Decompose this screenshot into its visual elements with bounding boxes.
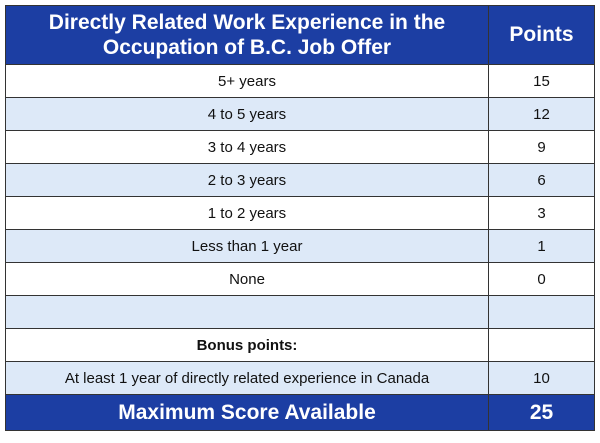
points-table-container: Directly Related Work Experience in the …: [5, 5, 595, 437]
table-row: Less than 1 year 1: [5, 229, 595, 263]
row-label: Less than 1 year: [5, 229, 489, 263]
row-points: 1: [488, 229, 595, 263]
table-row: 1 to 2 years 3: [5, 196, 595, 230]
header-points-cell: Points: [488, 5, 595, 65]
table-row-empty: [5, 295, 595, 329]
header-title-cell: Directly Related Work Experience in the …: [5, 5, 489, 65]
row-points: 15: [488, 64, 595, 98]
row-points: [488, 295, 595, 329]
row-label: 3 to 4 years: [5, 130, 489, 164]
bonus-heading-row: Bonus points:: [5, 328, 595, 362]
row-points: 6: [488, 163, 595, 197]
footer-label: Maximum Score Available: [5, 394, 489, 431]
row-points: 10: [488, 361, 595, 395]
header-points-label: Points: [509, 23, 574, 46]
row-points: 0: [488, 262, 595, 296]
row-label: 2 to 3 years: [5, 163, 489, 197]
table-row: None 0: [5, 262, 595, 296]
header-title: Directly Related Work Experience in the …: [48, 11, 446, 59]
row-label: [5, 295, 489, 329]
row-label: 4 to 5 years: [5, 97, 489, 131]
table-header-row: Directly Related Work Experience in the …: [5, 5, 595, 65]
row-points: 3: [488, 196, 595, 230]
table-row: At least 1 year of directly related expe…: [5, 361, 595, 395]
row-label: 1 to 2 years: [5, 196, 489, 230]
table-footer-row: Maximum Score Available 25: [5, 394, 595, 431]
table-row: 5+ years 15: [5, 64, 595, 98]
points-table: Directly Related Work Experience in the …: [5, 5, 595, 431]
table-row: 3 to 4 years 9: [5, 130, 595, 164]
row-points: [488, 328, 595, 362]
row-points: 12: [488, 97, 595, 131]
table-row: 2 to 3 years 6: [5, 163, 595, 197]
row-label: 5+ years: [5, 64, 489, 98]
footer-points: 25: [488, 394, 595, 431]
row-label: At least 1 year of directly related expe…: [5, 361, 489, 395]
row-label: None: [5, 262, 489, 296]
bonus-heading-label: Bonus points:: [5, 328, 489, 362]
row-points: 9: [488, 130, 595, 164]
table-row: 4 to 5 years 12: [5, 97, 595, 131]
